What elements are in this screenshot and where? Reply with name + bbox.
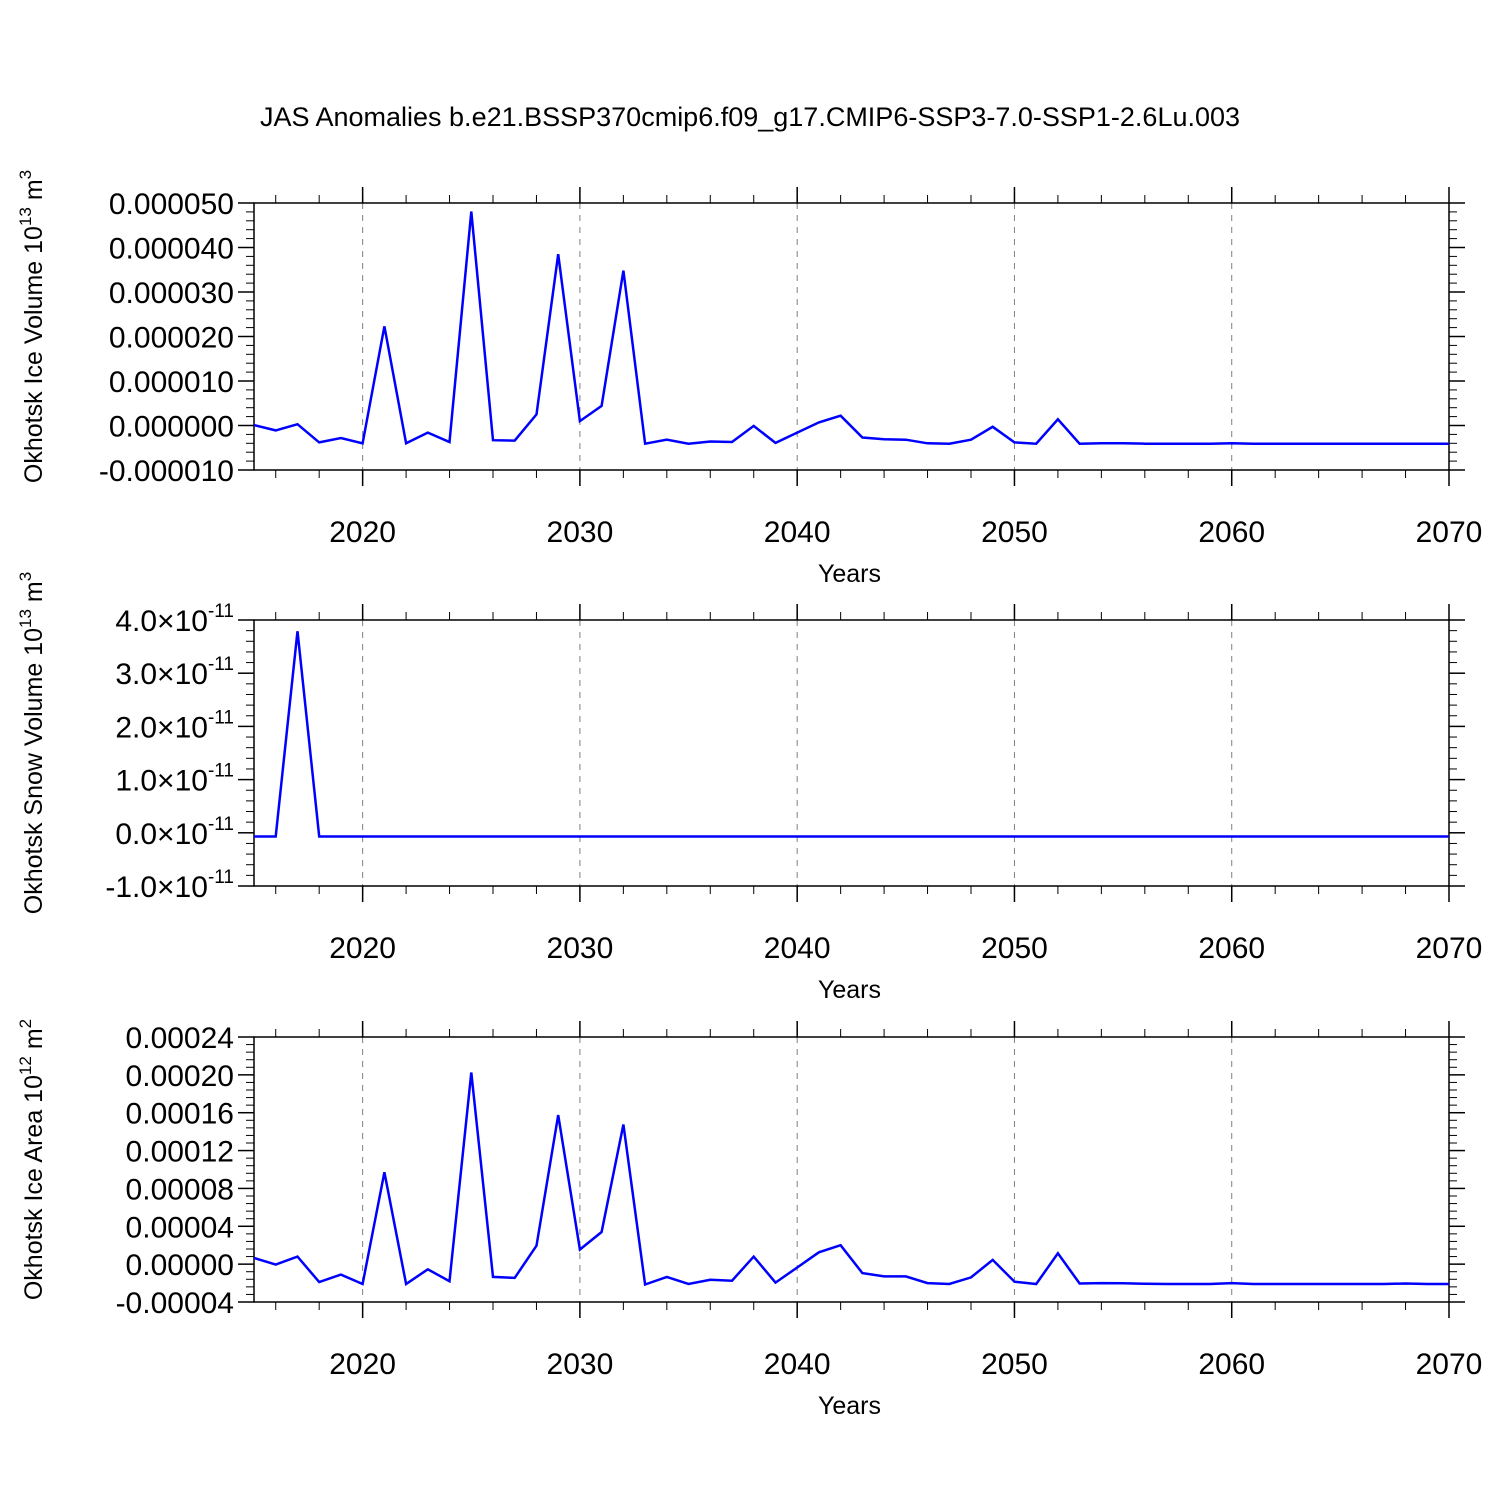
y-tick-label: 0.000010 (109, 366, 234, 399)
x-tick-label: 2060 (1198, 1348, 1265, 1381)
y-tick-label: 0.0×10-11 (115, 814, 234, 851)
x-tick-label: 2030 (547, 516, 614, 549)
x-tick-label: 2050 (981, 516, 1048, 549)
x-tick-label: 2050 (981, 1348, 1048, 1381)
y-tick-label: 0.00020 (126, 1060, 234, 1093)
x-tick-label: 2060 (1198, 516, 1265, 549)
y-tick-label: 0.00012 (126, 1136, 234, 1169)
x-tick-label: 2020 (329, 1348, 396, 1381)
x-tick-label: 2020 (329, 932, 396, 965)
x-axis-label: Years (818, 1392, 881, 1420)
x-tick-label: 2060 (1198, 932, 1265, 965)
y-axis-label: Okhotsk Ice Area 1012 m2 (16, 1019, 48, 1300)
x-tick-label: 2040 (764, 516, 831, 549)
y-axis-label: Okhotsk Snow Volume 1013 m3 (16, 572, 48, 914)
x-tick-label: 2030 (547, 1348, 614, 1381)
y-tick-label: 0.00016 (126, 1098, 234, 1131)
x-tick-label: 2040 (764, 1348, 831, 1381)
panel-3: 2020 2030 2040 2050 2060 2070 -0.00004 0.00000 0… (16, 1019, 1482, 1420)
y-tick-label: -0.00004 (116, 1287, 234, 1320)
x-tick-label: 2050 (981, 932, 1048, 965)
y-tick-label: 0.000000 (109, 411, 234, 444)
panel-1: 2020 2030 2040 2050 2060 2070 -0.000010 0.00000… (16, 170, 1482, 588)
y-tick-label: 0.000040 (109, 233, 234, 266)
y-tick-label: 0.000030 (109, 277, 234, 310)
x-axis-label: Years (818, 560, 881, 588)
y-tick-label: 3.0×10-11 (115, 654, 234, 691)
y-tick-label: 0.000050 (109, 188, 234, 221)
x-tick-label: 2040 (764, 932, 831, 965)
plot-frame (253, 1036, 1450, 1303)
x-axis-label: Years (818, 976, 881, 1004)
y-tick-label: 0.00004 (126, 1211, 234, 1244)
y-tick-label: 4.0×10-11 (115, 601, 234, 638)
y-tick-label: 0.00000 (126, 1249, 234, 1282)
x-tick-label: 2070 (1416, 932, 1483, 965)
x-tick-label: 2070 (1416, 516, 1483, 549)
series-line (253, 211, 1449, 446)
y-tick-label: 0.000020 (109, 322, 234, 355)
panel-2: 2020 2030 2040 2050 2060 2070 -1.0×10-11 0.0×10… (16, 572, 1482, 1004)
figure-title: JAS Anomalies b.e21.BSSP370cmip6.f09_g17… (259, 102, 1241, 132)
series-line (253, 1072, 1449, 1287)
series-line (254, 631, 1449, 838)
y-tick-label: 1.0×10-11 (115, 761, 234, 798)
y-tick-label: -1.0×10-11 (105, 867, 234, 904)
y-tick-label: 0.00024 (126, 1022, 234, 1055)
x-tick-label: 2020 (329, 516, 396, 549)
y-tick-label: -0.000010 (99, 455, 234, 488)
y-axis-label: Okhotsk Ice Volume 1013 m3 (16, 170, 48, 483)
y-tick-label: 2.0×10-11 (115, 707, 234, 744)
plot-frame (253, 619, 1450, 887)
x-tick-label: 2030 (547, 932, 614, 965)
x-tick-label: 2070 (1416, 1348, 1483, 1381)
plot-frame (253, 202, 1450, 471)
y-tick-label: 0.00008 (126, 1173, 234, 1206)
